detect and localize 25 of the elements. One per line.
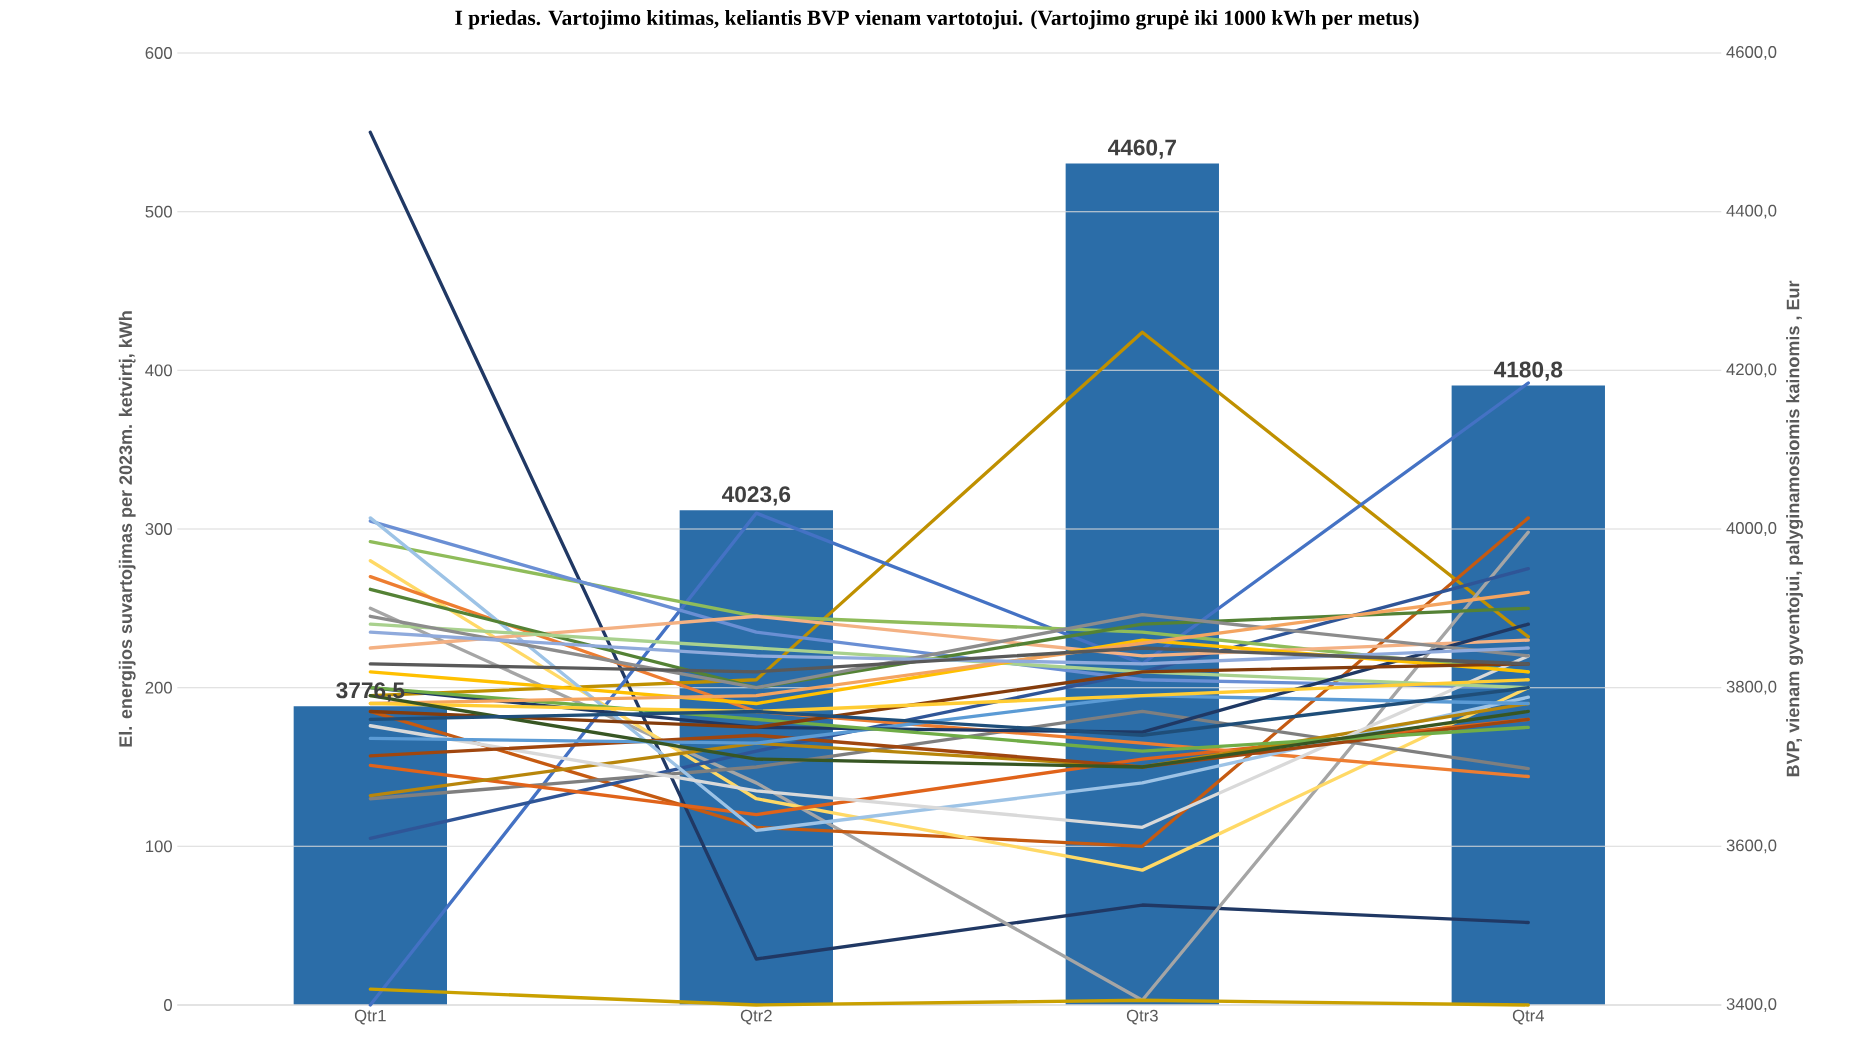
data-label: 4180,8 (1493, 361, 1563, 381)
data-label: 4023,6 (721, 486, 791, 506)
x-tick-label: Qtr4 (1512, 1009, 1545, 1025)
y-tick-label: 300 (145, 523, 172, 535)
y2-axis-title: BVP, vienam gyventojui, palyginamosiomis kainomis , Eur (1786, 280, 1803, 777)
y-tick-label: 600 (145, 47, 172, 59)
x-tick-label: Qtr3 (1126, 1009, 1158, 1025)
x-tick-label: Qtr2 (740, 1009, 772, 1025)
y2-tick-label: 3800,0 (1726, 680, 1777, 695)
y2-tick-label: 4200,0 (1726, 363, 1777, 378)
y-tick-label: 0 (164, 999, 172, 1011)
x-tick-label: Qtr1 (354, 1009, 386, 1025)
y-axis-title: El. energijos suvartojimas per 2023m. ketvirtį, kWh (118, 311, 136, 747)
y-tick-label: 200 (145, 681, 172, 694)
data-label: 4460,7 (1107, 139, 1176, 159)
y-tick-label: 500 (145, 205, 172, 218)
y2-tick-label: 4400,0 (1726, 204, 1777, 219)
y2-tick-label: 4000,0 (1726, 522, 1777, 536)
y-tick-label: 400 (145, 364, 172, 377)
line-series (368, 630, 1530, 666)
y2-tick-label: 4600,0 (1726, 46, 1777, 60)
y2-tick-label: 3400,0 (1726, 998, 1777, 1012)
y2-tick-label: 3600,0 (1726, 839, 1777, 854)
chart-title: I priedas. Vartojimo kitimas, keliantis BVP vienam vartotojui. (Vartojimo grupė iki 1000 kWh per metus) (455, 10, 1419, 30)
y-tick-label: 100 (146, 840, 172, 853)
